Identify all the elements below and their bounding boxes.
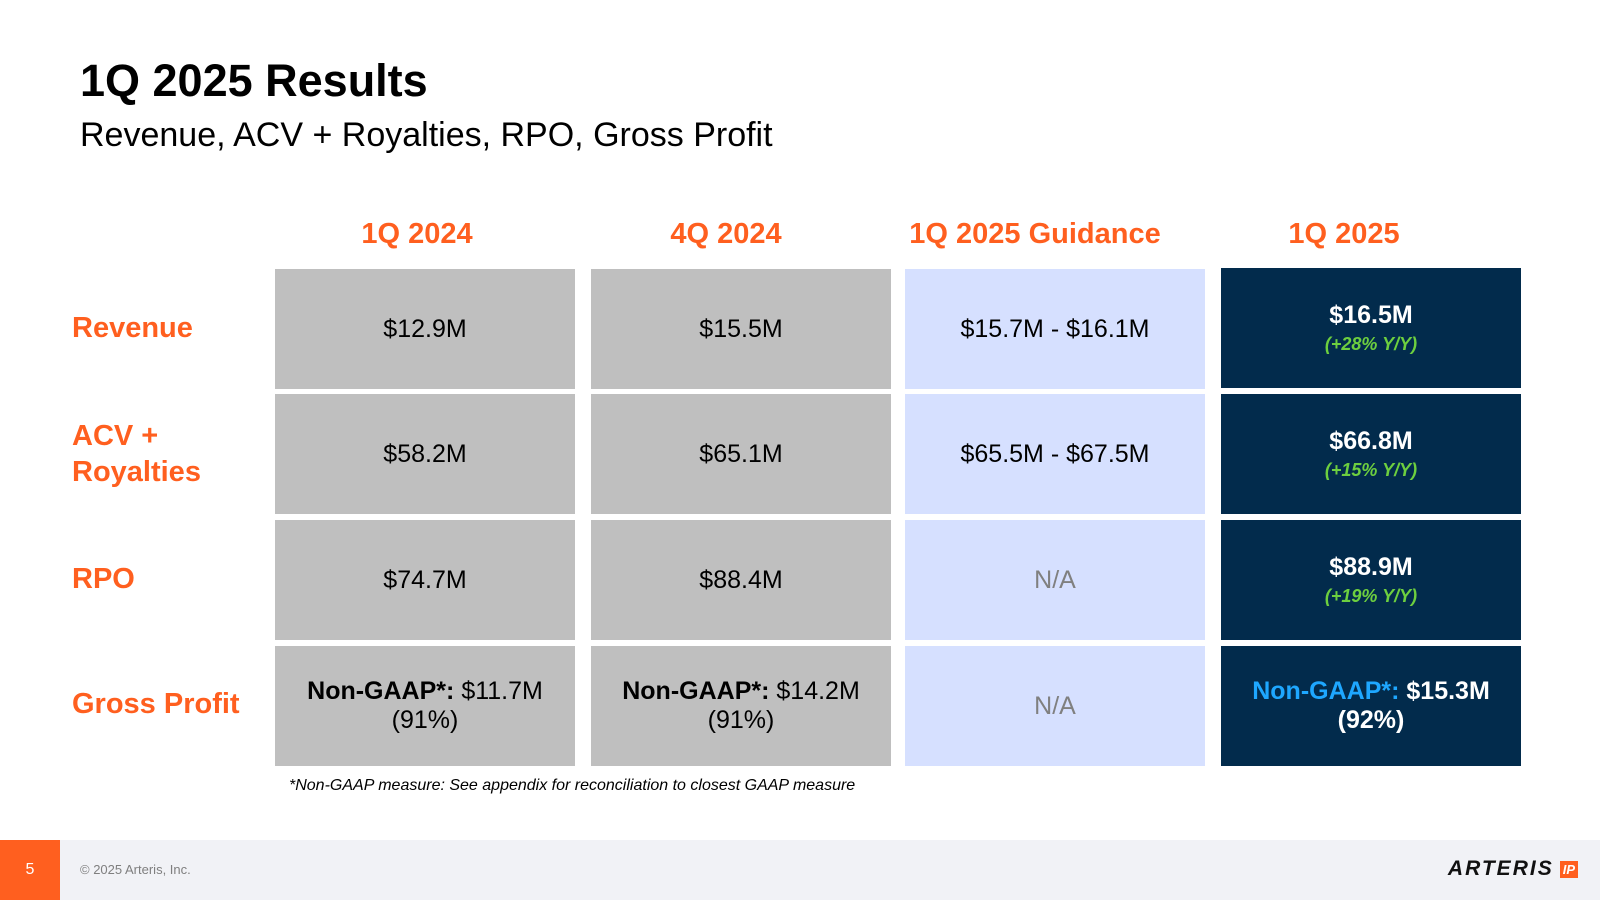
gross-profit-1q-2024-pct: (91%) [391,706,459,734]
cell-revenue-1q-2024: $12.9M [275,269,575,389]
revenue-yoy-growth: (+28% Y/Y) [1324,334,1418,355]
column-header-4q-2024: 4Q 2024 [670,218,782,250]
footnote: *Non-GAAP measure: See appendix for reco… [289,777,856,794]
cell-revenue-guidance: $15.7M - $16.1M [905,269,1205,389]
non-gaap-label: Non-GAAP*: [1252,677,1400,706]
cell-gross-profit-guidance: N/A [905,646,1205,766]
gross-profit-1q-2024-value: $11.7M [461,677,543,706]
row-label-gross-profit: Gross Profit [72,688,240,720]
cell-gross-profit-1q-2025: Non-GAAP*: $15.3M (92%) [1221,646,1521,766]
row-label-acv-line1: ACV + [72,420,159,452]
non-gaap-label: Non-GAAP*: [622,677,770,706]
cell-revenue-4q-2024: $15.5M [591,269,891,389]
non-gaap-label: Non-GAAP*: [307,677,455,706]
gross-profit-1q-2025-value: $15.3M [1406,677,1490,706]
row-label-acv-royalties: ACV + Royalties [72,418,262,491]
gross-profit-1q-2025-line: Non-GAAP*: $15.3M [1252,677,1490,706]
page-subtitle: Revenue, ACV + Royalties, RPO, Gross Pro… [80,116,773,154]
cell-revenue-1q-2025: $16.5M (+28% Y/Y) [1221,268,1521,388]
footer: 5 © 2025 Arteris, Inc. ARTERIS IP [0,840,1600,900]
copyright: © 2025 Arteris, Inc. [80,862,191,877]
logo-wordmark: ARTERIS [1447,857,1554,880]
gross-profit-guidance-na: N/A [1034,691,1076,720]
row-label-revenue: Revenue [72,312,193,344]
row-label-rpo: RPO [72,563,135,595]
column-header-1q-2024: 1Q 2024 [361,218,473,250]
cell-rpo-guidance: N/A [905,520,1205,640]
gross-profit-4q-2024-line: Non-GAAP*: $14.2M [622,677,860,706]
page-number: 5 [0,840,60,900]
rpo-yoy-growth: (+19% Y/Y) [1324,586,1418,607]
cell-acv-1q-2024: $58.2M [275,394,575,514]
cell-rpo-1q-2024: $74.7M [275,520,575,640]
cell-rpo-4q-2024: $88.4M [591,520,891,640]
gross-profit-4q-2024-pct: (91%) [707,706,775,734]
cell-gross-profit-1q-2024: Non-GAAP*: $11.7M (91%) [275,646,575,766]
cell-acv-guidance: $65.5M - $67.5M [905,394,1205,514]
cell-gross-profit-4q-2024: Non-GAAP*: $14.2M (91%) [591,646,891,766]
acv-yoy-growth: (+15% Y/Y) [1324,460,1418,481]
gross-profit-1q-2024-line: Non-GAAP*: $11.7M [307,677,543,706]
rpo-guidance-na: N/A [1034,565,1076,594]
cell-acv-1q-2025: $66.8M (+15% Y/Y) [1221,394,1521,514]
logo-ip-badge: IP [1559,860,1578,878]
gross-profit-4q-2024-value: $14.2M [776,677,860,706]
column-header-1q-2025-guidance: 1Q 2025 Guidance [909,218,1161,250]
acv-1q-2025-value: $66.8M [1329,427,1413,456]
cell-rpo-1q-2025: $88.9M (+19% Y/Y) [1221,520,1521,640]
page-title: 1Q 2025 Results [80,55,428,106]
cell-acv-4q-2024: $65.1M [591,394,891,514]
revenue-1q-2025-value: $16.5M [1329,301,1413,330]
rpo-1q-2025-value: $88.9M [1329,553,1413,582]
column-header-1q-2025: 1Q 2025 [1288,218,1400,250]
row-label-acv-line2: Royalties [72,456,201,489]
arteris-logo: ARTERIS IP [1448,857,1578,881]
gross-profit-1q-2025-pct: (92%) [1337,706,1405,734]
